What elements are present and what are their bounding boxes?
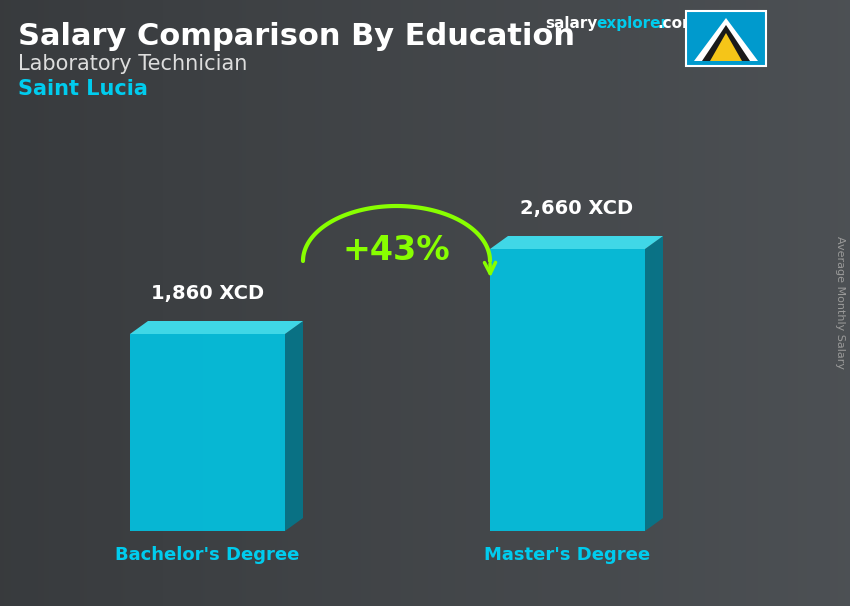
Text: 2,660 XCD: 2,660 XCD: [520, 199, 633, 218]
Text: .com: .com: [658, 16, 699, 31]
Text: Salary Comparison By Education: Salary Comparison By Education: [18, 22, 575, 51]
Polygon shape: [645, 236, 663, 531]
Text: Average Monthly Salary: Average Monthly Salary: [835, 236, 845, 370]
Polygon shape: [490, 249, 645, 531]
Text: Laboratory Technician: Laboratory Technician: [18, 54, 247, 74]
Polygon shape: [285, 321, 303, 531]
Text: Master's Degree: Master's Degree: [484, 546, 650, 564]
Text: Bachelor's Degree: Bachelor's Degree: [116, 546, 300, 564]
Text: salary: salary: [545, 16, 598, 31]
Polygon shape: [130, 321, 303, 334]
Polygon shape: [694, 18, 758, 61]
Text: +43%: +43%: [343, 233, 450, 267]
Polygon shape: [710, 33, 742, 61]
Text: Saint Lucia: Saint Lucia: [18, 79, 148, 99]
Text: explorer: explorer: [596, 16, 668, 31]
Bar: [686, 11, 766, 66]
Polygon shape: [130, 334, 285, 531]
Polygon shape: [490, 236, 663, 249]
Polygon shape: [702, 25, 750, 61]
Text: 1,860 XCD: 1,860 XCD: [151, 284, 264, 303]
